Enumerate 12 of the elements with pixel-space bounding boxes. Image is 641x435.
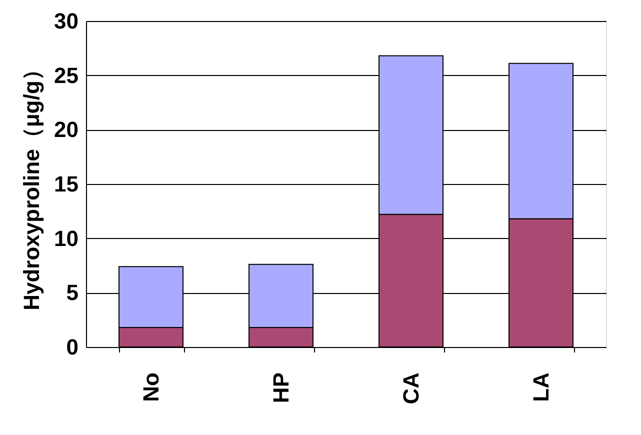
x-tick-label: LA bbox=[528, 372, 554, 402]
x-tick-label: HP bbox=[268, 372, 294, 404]
x-tick-label: CA bbox=[398, 372, 424, 404]
y-tick-label: 25 bbox=[54, 62, 78, 88]
y-tick-label: 0 bbox=[66, 334, 78, 360]
y-tick-label: 30 bbox=[54, 8, 78, 34]
y-tick-label: 5 bbox=[66, 280, 78, 306]
y-tick-label: 20 bbox=[54, 117, 78, 142]
y-tick-label: 10 bbox=[54, 226, 78, 251]
y-axis-title: Hydroxyproline（μg/g） bbox=[19, 58, 44, 310]
x-tick-label: No bbox=[138, 372, 164, 402]
y-tick-label: 15 bbox=[54, 172, 78, 196]
